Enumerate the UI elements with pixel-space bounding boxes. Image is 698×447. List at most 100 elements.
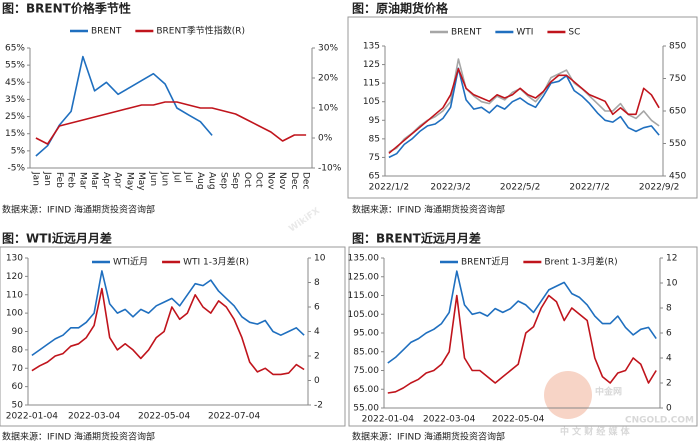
x-tick-label: Feb — [66, 172, 76, 188]
x-tick-label: Mar — [77, 172, 87, 189]
x-tick-label: 2022/5/2 — [500, 183, 540, 193]
y-tick-label: 120 — [6, 272, 23, 282]
watermark: 中金网 — [595, 386, 622, 398]
source-note: 数据来源：IFIND 海通期货投资咨询部 — [352, 431, 505, 443]
y-tick-label: 70 — [12, 364, 24, 374]
y-tick-label: 95.00 — [353, 329, 379, 339]
watermark: WikiFX — [287, 206, 322, 234]
y-tick-label: 125.00 — [348, 272, 380, 282]
legend-label: Brent 1-3月差(R) — [544, 256, 617, 268]
legend-label: WTI 1-3月差(R) — [183, 256, 249, 268]
y-tick-label: -5% — [7, 164, 25, 174]
x-tick-label: 2022-01-04 — [6, 412, 59, 422]
y-tick-label: 75 — [369, 153, 380, 163]
y-tick-label: 55.00 — [353, 404, 379, 414]
y-tick-label: 115.00 — [348, 291, 380, 301]
y-tick-label: 100 — [6, 309, 23, 319]
x-tick-label: Sep — [230, 172, 240, 189]
y2-tick-label: 4 — [666, 354, 672, 364]
series-line — [35, 55, 213, 157]
legend-label: BRENT — [91, 27, 122, 37]
logo-circle — [544, 371, 592, 419]
series-line — [31, 287, 305, 376]
series-line — [387, 270, 657, 364]
x-tick-label: 2022-03-04 — [68, 412, 121, 422]
y2-tick-label: 20% — [318, 74, 338, 84]
x-tick-label: Jul — [183, 171, 193, 183]
series-line — [388, 68, 660, 154]
x-tick-label: Jul — [171, 171, 181, 183]
y2-tick-label: 0 — [314, 376, 320, 386]
y2-tick-label: 6 — [314, 303, 320, 313]
y2-tick-label: 12 — [666, 254, 677, 264]
y-tick-label: 110 — [6, 290, 23, 300]
x-tick-label: Dec — [301, 172, 311, 189]
y2-tick-label: 450 — [669, 172, 686, 182]
source-note: 数据来源：IFIND 海通期货投资咨询部 — [2, 431, 155, 443]
y-tick-label: 105.00 — [348, 310, 380, 320]
y-tick-label: 65.00 — [353, 385, 379, 395]
x-tick-label: Mar — [89, 172, 99, 189]
y2-tick-label: 550 — [669, 139, 686, 149]
y2-tick-label: 0 — [666, 404, 672, 414]
y-tick-label: 135.00 — [348, 254, 380, 264]
x-tick-label: 2022-05-04 — [492, 415, 545, 425]
y-tick-label: 55% — [5, 61, 25, 71]
y-tick-label: 5% — [11, 146, 26, 156]
x-tick-label: Jan — [42, 171, 52, 186]
x-tick-label: 2022/1/2 — [369, 183, 409, 193]
y2-tick-label: 10% — [318, 104, 338, 114]
series-line — [31, 270, 305, 357]
y2-tick-label: 30% — [318, 44, 338, 54]
y-tick-label: 80 — [12, 345, 24, 355]
chart-title: 图：BRENT近远月月差 — [352, 231, 481, 246]
x-tick-label: May — [124, 172, 134, 191]
legend-label: BRENT季节性指数(R) — [156, 25, 245, 37]
x-tick-label: Dec — [289, 172, 299, 189]
source-note: 数据来源：IFIND 海通期货投资咨询部 — [2, 204, 155, 216]
series-line — [387, 294, 657, 394]
panel-frame — [348, 246, 698, 427]
x-tick-label: May — [136, 172, 146, 191]
x-tick-label: 2022-05-04 — [138, 412, 191, 422]
y-tick-label: 25% — [5, 112, 25, 122]
x-tick-label: Apr — [101, 172, 111, 188]
x-tick-label: Jun — [148, 171, 158, 186]
x-tick-label: Feb — [54, 172, 64, 188]
x-tick-label: 2022-03-04 — [423, 415, 476, 425]
legend-label: BRENT — [451, 28, 482, 38]
y2-tick-label: 0% — [318, 134, 333, 144]
y-tick-label: 125 — [363, 60, 380, 70]
y-tick-label: 75.00 — [353, 366, 379, 376]
x-tick-label: Aug — [195, 172, 205, 190]
y2-tick-label: 8 — [314, 278, 320, 288]
x-tick-label: 2022/7/2 — [569, 183, 609, 193]
series-line — [388, 67, 660, 159]
chart-title: 图：原油期货价格 — [352, 1, 449, 16]
series-line — [35, 101, 307, 145]
y-tick-label: 85 — [369, 134, 380, 144]
watermark: CNGOLD.COM — [625, 416, 694, 426]
x-tick-label: 2022-01-04 — [362, 415, 415, 425]
x-tick-label: 2022/3/2 — [430, 183, 470, 193]
x-tick-label: Jun — [160, 171, 170, 186]
y2-tick-label: 650 — [669, 107, 686, 117]
legend-label: SC — [568, 28, 580, 38]
y2-tick-label: 2 — [314, 352, 320, 362]
y2-tick-label: 4 — [314, 327, 320, 337]
y-tick-label: 130 — [6, 254, 23, 264]
panel-frame — [347, 16, 698, 199]
x-tick-label: Sep — [218, 172, 228, 189]
y2-tick-label: 8 — [666, 304, 672, 314]
y-tick-label: 135 — [363, 42, 380, 52]
y-tick-label: 90 — [12, 327, 24, 337]
x-tick-label: 2022-07-04 — [208, 412, 261, 422]
y2-tick-label: -2 — [314, 401, 323, 411]
chart-title: 图：WTI近远月月差 — [2, 231, 112, 246]
y-tick-label: 115 — [363, 79, 380, 89]
y-tick-label: 85.00 — [353, 347, 379, 357]
y-tick-label: 45% — [5, 78, 25, 88]
y-tick-label: 95 — [369, 116, 380, 126]
legend-label: BRENT近月 — [461, 256, 509, 268]
